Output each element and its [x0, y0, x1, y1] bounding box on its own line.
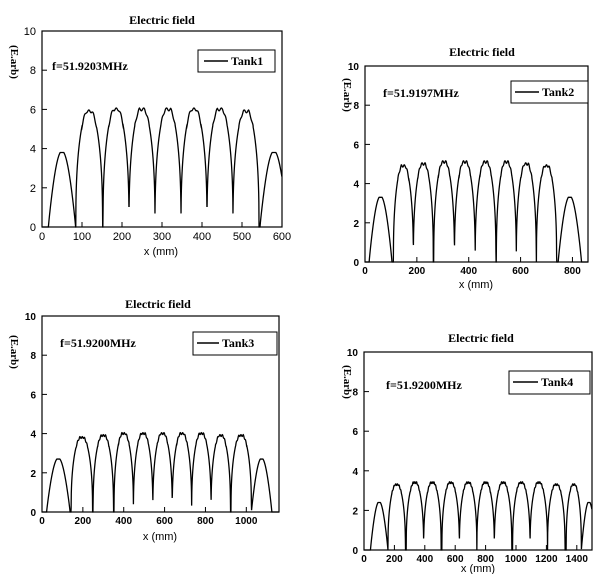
legend-box: [192, 331, 278, 356]
x-tick-label: 1200: [535, 554, 558, 565]
panel-tank3: Electric field (E.arb) 0 2 4 6 8 10 0 200 400 600…: [8, 297, 280, 543]
x-tick-label: 200: [75, 516, 92, 527]
y-tick-label: 4: [30, 430, 36, 441]
chart-title: Electric field: [449, 45, 515, 59]
x-tick-label: 800: [477, 554, 494, 565]
y-tick-label: 8: [30, 65, 36, 77]
x-tick-label: 400: [193, 231, 211, 243]
x-tick-label: 200: [409, 266, 426, 277]
y-tick-label: 10: [347, 348, 359, 359]
plot-frame: [41, 315, 280, 513]
y-tick-label: 6: [353, 140, 359, 151]
plot-frame: [363, 351, 593, 551]
x-tick-label: 1400: [566, 554, 589, 565]
x-tick-label: 0: [362, 266, 368, 277]
x-tick-label: 1000: [505, 554, 528, 565]
x-tick-label: 400: [460, 266, 477, 277]
x-tick-label: 400: [416, 554, 433, 565]
tick-layer: 0 2 4 6 8 10 0 200 400 600 800: [348, 62, 581, 277]
y-tick-label: 10: [348, 62, 360, 73]
legend-label: Tank4: [541, 375, 573, 389]
x-axis-label: x (mm): [143, 531, 177, 543]
y-axis-label: (E.arb): [8, 335, 20, 369]
series-line: [365, 160, 588, 263]
legend-box: [508, 370, 591, 395]
legend: Tank1: [197, 49, 276, 73]
x-axis-label: x (mm): [144, 246, 178, 258]
y-tick-label: 8: [352, 388, 358, 399]
x-tick-label: 0: [39, 516, 45, 527]
x-tick-label: 100: [73, 231, 91, 243]
curve-layer: [364, 480, 593, 551]
tick-layer: 0 2 4 6 8 10 0 200 400 600 800 1000: [25, 312, 258, 527]
y-axis-label: (E.arb): [341, 78, 353, 112]
legend: Tank3: [192, 331, 278, 356]
x-tick-label: 1000: [235, 516, 258, 527]
y-tick-label: 0: [30, 508, 36, 519]
series-line: [42, 431, 279, 513]
x-tick-label: 200: [113, 231, 131, 243]
x-tick-label: 800: [197, 516, 214, 527]
x-tick-label: 500: [233, 231, 251, 243]
y-tick-label: 2: [30, 469, 36, 480]
curve-layer: [42, 107, 283, 228]
legend-box: [197, 49, 276, 73]
x-axis-label: x (mm): [461, 563, 495, 574]
y-tick-label: 2: [30, 183, 36, 195]
y-tick-label: 10: [25, 312, 37, 323]
frequency-annotation: f=51.9197MHz: [383, 86, 459, 100]
y-axis-label: (E.arb): [8, 45, 20, 79]
frequency-annotation: f=51.9200MHz: [60, 336, 136, 350]
panel-tank4: Electric field (E.arb) 0 2 4 6 8 10 0 200 400 600…: [341, 331, 593, 574]
plot-frame: [364, 65, 589, 263]
x-tick-label: 300: [153, 231, 171, 243]
y-tick-label: 2: [352, 506, 358, 517]
x-tick-label: 400: [115, 516, 132, 527]
y-tick-label: 4: [30, 144, 36, 156]
y-tick-label: 6: [352, 427, 358, 438]
y-tick-label: 8: [353, 101, 359, 112]
chart-title: Electric field: [448, 331, 514, 345]
legend-label: Tank1: [231, 54, 263, 68]
y-axis-label: (E.arb): [341, 365, 353, 399]
chart-title: Electric field: [129, 13, 195, 27]
legend-label: Tank3: [222, 336, 254, 350]
series-line: [364, 480, 593, 551]
y-tick-label: 10: [24, 26, 36, 38]
legend: Tank4: [508, 370, 591, 395]
curve-layer: [365, 160, 588, 263]
x-tick-label: 0: [39, 231, 45, 243]
x-tick-label: 600: [273, 231, 291, 243]
x-tick-label: 600: [156, 516, 173, 527]
legend: Tank2: [510, 80, 589, 104]
y-tick-label: 2: [353, 219, 359, 230]
series-line: [42, 107, 283, 228]
x-tick-label: 0: [361, 554, 367, 565]
x-tick-label: 800: [564, 266, 581, 277]
y-tick-label: 6: [30, 390, 36, 401]
curve-layer: [42, 431, 279, 513]
frequency-annotation: f=51.9200MHz: [386, 378, 462, 392]
x-tick-label: 600: [512, 266, 529, 277]
y-tick-label: 0: [352, 546, 358, 557]
y-tick-label: 4: [353, 180, 359, 191]
y-tick-label: 0: [353, 258, 359, 269]
x-tick-label: 200: [386, 554, 403, 565]
y-tick-label: 8: [30, 351, 36, 362]
panel-tank2: Electric field (E.arb) 0 2 4 6 8 10 0 200 400 600…: [341, 45, 589, 291]
y-tick-label: 0: [30, 222, 36, 234]
chart-title: Electric field: [125, 297, 191, 311]
legend-label: Tank2: [542, 85, 574, 99]
x-axis-label: x (mm): [459, 279, 493, 291]
y-tick-label: 6: [30, 104, 36, 116]
frequency-annotation: f=51.9203MHz: [52, 59, 128, 73]
legend-box: [510, 80, 589, 104]
x-tick-label: 600: [447, 554, 464, 565]
y-tick-label: 4: [352, 467, 358, 478]
tick-layer: 0 2 4 6 8 10 0 200 400 600 800 1000 1200 1400: [347, 348, 588, 565]
